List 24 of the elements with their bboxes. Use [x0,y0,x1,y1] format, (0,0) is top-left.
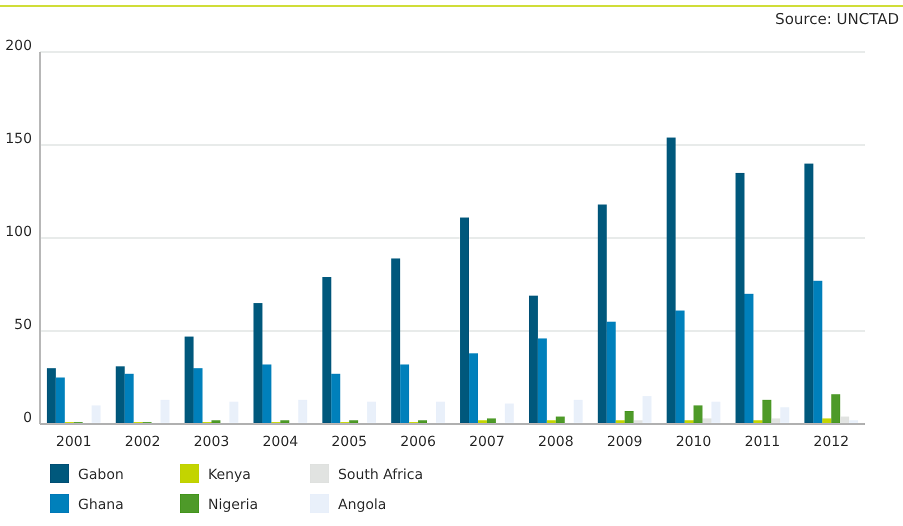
y-tick-label: 100 [5,224,32,240]
y-tick-label: 200 [5,38,32,54]
legend-label: Angola [338,497,386,513]
y-tick-label: 50 [14,317,32,333]
x-tick-label: 2010 [676,434,712,450]
legend-label: Ghana [78,497,124,513]
source-note: Source: UNCTAD [775,10,899,28]
x-tick-label: 2002 [124,434,160,450]
legend-label: Kenya [208,467,251,483]
x-tick-label: 2009 [606,434,642,450]
x-tick-label: 2007 [469,434,505,450]
legend-label: Nigeria [208,497,258,513]
y-tick-label: 0 [23,410,32,426]
x-tick-label: 2003 [194,434,230,450]
x-tick-label: 2011 [744,434,780,450]
y-tick-label: 150 [5,131,32,147]
x-tick-label: 2005 [331,434,368,450]
x-tick-label: 2008 [538,434,574,450]
x-tick-label: 2006 [400,434,436,450]
legend-label: Gabon [78,467,124,483]
x-tick-label: 2012 [813,434,850,450]
x-tick-label: 2001 [56,434,92,450]
x-tick-label: 2004 [262,434,298,450]
legend-label: South Africa [338,467,424,483]
